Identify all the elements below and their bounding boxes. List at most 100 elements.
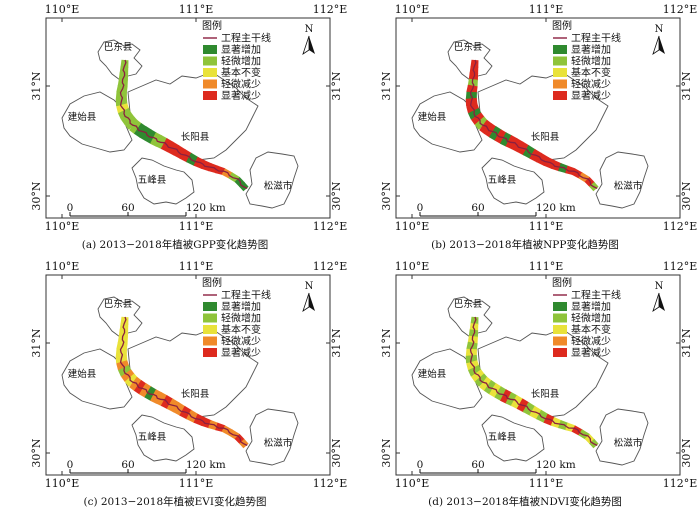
corridor-segment: [484, 123, 497, 138]
corridor-segment: [470, 59, 479, 68]
legend-color-swatch: [203, 68, 217, 77]
map-svg: 110°E 111°E 112°E 110°E 111°E 112°E 31°N…: [30, 260, 348, 508]
lat-label-30-right: 30°N: [680, 181, 693, 210]
corridor-segment: [134, 380, 147, 395]
legend-color-swatch: [203, 45, 217, 54]
corridor-segment: [124, 116, 139, 130]
scale-tick-120: 120 km: [536, 202, 576, 214]
lon-label-112-top: 112°E: [313, 260, 348, 273]
lon-label-112-bottom: 112°E: [663, 477, 698, 490]
north-arrow: N: [652, 24, 665, 55]
north-arrow-left-half: [652, 292, 660, 312]
frame-ticks: [396, 275, 680, 475]
lat-label-31-right: 31°N: [680, 328, 693, 357]
panel-caption: (c) 2013−2018年植被EVI变化趋势图: [83, 495, 266, 508]
lon-label-111-top: 111°E: [529, 260, 564, 273]
legend-item: 轻微减少: [203, 78, 261, 91]
lon-label-112-bottom: 112°E: [663, 220, 698, 233]
legend-color-swatch: [553, 68, 567, 77]
scale-tick-120: 120 km: [186, 459, 226, 471]
scale-tick-60: 60: [121, 202, 134, 214]
lat-label-30-left: 30°N: [30, 438, 43, 467]
lat-label-30-right: 30°N: [330, 181, 343, 210]
legend-color-swatch: [553, 91, 567, 100]
legend-item: 轻微减少: [553, 335, 611, 348]
legend-color-swatch: [553, 313, 567, 323]
scale-tick-0: 0: [417, 459, 424, 471]
scale-tick-60: 60: [471, 459, 484, 471]
north-arrow: N: [302, 281, 315, 312]
legend-color-swatch: [553, 45, 567, 54]
county-label-changyang: 长阳县: [531, 131, 560, 143]
boundary-wufeng: [481, 414, 545, 462]
legend-item-label: 基本不变: [221, 66, 261, 79]
boundary-songzi: [245, 408, 299, 466]
legend-item-label: 轻微增加: [571, 55, 611, 68]
county-label-changyang: 长阳县: [531, 388, 560, 400]
corridor-segment: [484, 380, 497, 395]
legend-item-label: 轻微减少: [571, 78, 611, 91]
lon-label-110-bottom: 110°E: [395, 477, 430, 490]
legend-color-swatch: [203, 336, 217, 346]
legend-item-label: 工程主干线: [221, 289, 271, 302]
county-label-jianshi: 建始县: [68, 111, 97, 123]
corridor-segment: [471, 112, 485, 125]
legend-item: 显著减少: [553, 346, 611, 359]
county-label-wufeng: 五峰县: [138, 432, 167, 443]
corridor-segment: [118, 329, 129, 338]
corridor-segment: [134, 123, 147, 138]
legend-item: 工程主干线: [203, 32, 271, 45]
legend-color-swatch: [203, 91, 217, 100]
legend-item: 轻微增加: [203, 55, 261, 68]
north-arrow: N: [302, 24, 315, 55]
corridor-segment: [118, 108, 132, 120]
lat-label-31-left: 31°N: [380, 71, 393, 100]
north-arrow-label: N: [655, 281, 664, 292]
lon-label-110-top: 110°E: [45, 3, 80, 16]
boundary-songzi: [245, 151, 299, 209]
lat-label-31-left: 31°N: [30, 71, 43, 100]
legend-item-label: 显著减少: [571, 346, 611, 359]
county-label-songzi: 松滋市: [614, 180, 643, 192]
boundary-jianshi: [61, 348, 133, 410]
boundary-jianshi: [411, 91, 483, 153]
lon-label-110-bottom: 110°E: [45, 220, 80, 233]
legend-title: 图例: [202, 276, 222, 289]
corridor-segment: [121, 369, 135, 382]
lat-label-31-right: 31°N: [330, 328, 343, 357]
lon-label-111-top: 111°E: [179, 3, 214, 16]
lon-label-112-bottom: 112°E: [313, 220, 348, 233]
corridor-segment: [118, 365, 132, 377]
lat-label-30-left: 30°N: [380, 438, 393, 467]
county-boundaries: [61, 39, 299, 209]
scale-tick-60: 60: [121, 459, 134, 471]
county-label-badong: 巴东县: [454, 41, 483, 53]
corridor-segment: [470, 316, 479, 325]
county-label-changyang: 长阳县: [181, 131, 210, 143]
county-label-badong: 巴东县: [454, 298, 483, 310]
scale-bar: 0 60 120 km: [67, 202, 226, 217]
legend-item-label: 显著减少: [571, 89, 611, 102]
lon-label-112-top: 112°E: [663, 260, 698, 273]
legend-item: 轻微减少: [553, 78, 611, 91]
corridor-segment: [479, 376, 493, 392]
legend-item-label: 轻微减少: [221, 335, 261, 348]
corridor-segment: [468, 72, 479, 81]
scale-tick-0: 0: [67, 202, 74, 214]
scale-bar: 0 60 120 km: [417, 459, 576, 474]
legend-item: 基本不变: [553, 66, 611, 79]
legend-item-label: 基本不变: [221, 323, 261, 336]
corridor-segment: [119, 66, 129, 75]
legend-item-label: 工程主干线: [221, 32, 271, 45]
corridor-segment: [129, 376, 143, 392]
legend-item: 显著减少: [203, 89, 261, 102]
legend-title: 图例: [552, 276, 572, 289]
legend-color-swatch: [553, 336, 567, 346]
legend-item: 显著增加: [553, 43, 611, 56]
legend-color-swatch: [553, 348, 567, 357]
county-label-songzi: 松滋市: [614, 437, 643, 449]
legend-color-swatch: [553, 302, 567, 311]
